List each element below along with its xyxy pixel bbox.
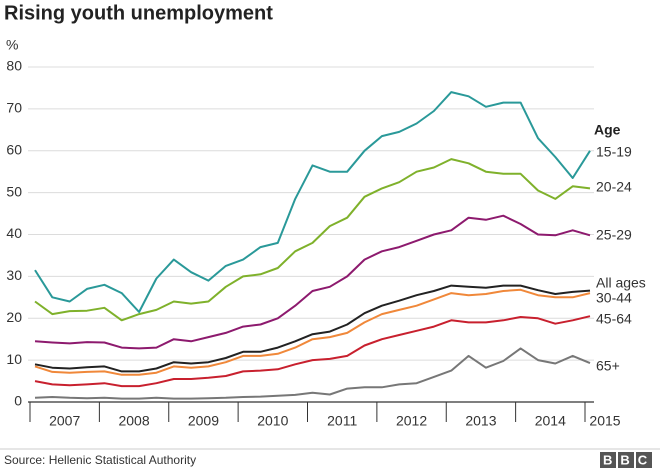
y-tick-label: 50	[6, 183, 22, 199]
series-line	[34, 284, 591, 373]
logo: BBC	[600, 452, 655, 468]
x-tick-label: 2013	[465, 413, 496, 429]
y-tick-label: 40	[6, 225, 22, 241]
legend-label: All ages	[596, 275, 646, 291]
legend-label: 65+	[596, 358, 620, 374]
x-tick-label: 2008	[118, 413, 149, 429]
y-tick-label: 30	[6, 267, 22, 283]
legend-label: 45-64	[596, 311, 632, 327]
logo-box	[636, 452, 652, 468]
y-tick-label: 0	[14, 393, 22, 409]
logo-text: BBC	[603, 452, 655, 467]
x-tick-label: 2010	[257, 413, 288, 429]
logo-box	[618, 452, 634, 468]
y-tick-label: 80	[6, 58, 22, 74]
legend-label: 30-44	[596, 290, 632, 306]
x-tick-label: 2007	[49, 413, 80, 429]
source: Source: Hellenic Statistical Authority	[4, 453, 196, 467]
series-line	[34, 214, 591, 350]
x-tick-label: 2009	[188, 413, 219, 429]
legend-label: 20-24	[596, 179, 632, 195]
y-axis-label: %	[6, 37, 18, 53]
logo-box	[600, 452, 616, 468]
legend-title: Age	[594, 122, 621, 138]
x-tick-label: 2015	[589, 413, 620, 429]
y-tick-label: 60	[6, 141, 22, 157]
series-line	[34, 288, 591, 376]
y-tick-label: 10	[6, 351, 22, 367]
x-tick-label: 2012	[396, 413, 427, 429]
chart-title: Rising youth unemployment	[4, 2, 273, 24]
x-tick-label: 2014	[535, 413, 566, 429]
x-tick-label: 2011	[327, 413, 357, 429]
legend-label: 15-19	[596, 144, 632, 160]
y-tick-label: 20	[6, 309, 22, 325]
series-line	[34, 91, 591, 313]
series-line	[34, 315, 591, 388]
legend-label: 25-29	[596, 227, 632, 243]
series-line	[34, 347, 591, 400]
series-line	[34, 158, 591, 322]
y-tick-label: 70	[6, 100, 22, 116]
